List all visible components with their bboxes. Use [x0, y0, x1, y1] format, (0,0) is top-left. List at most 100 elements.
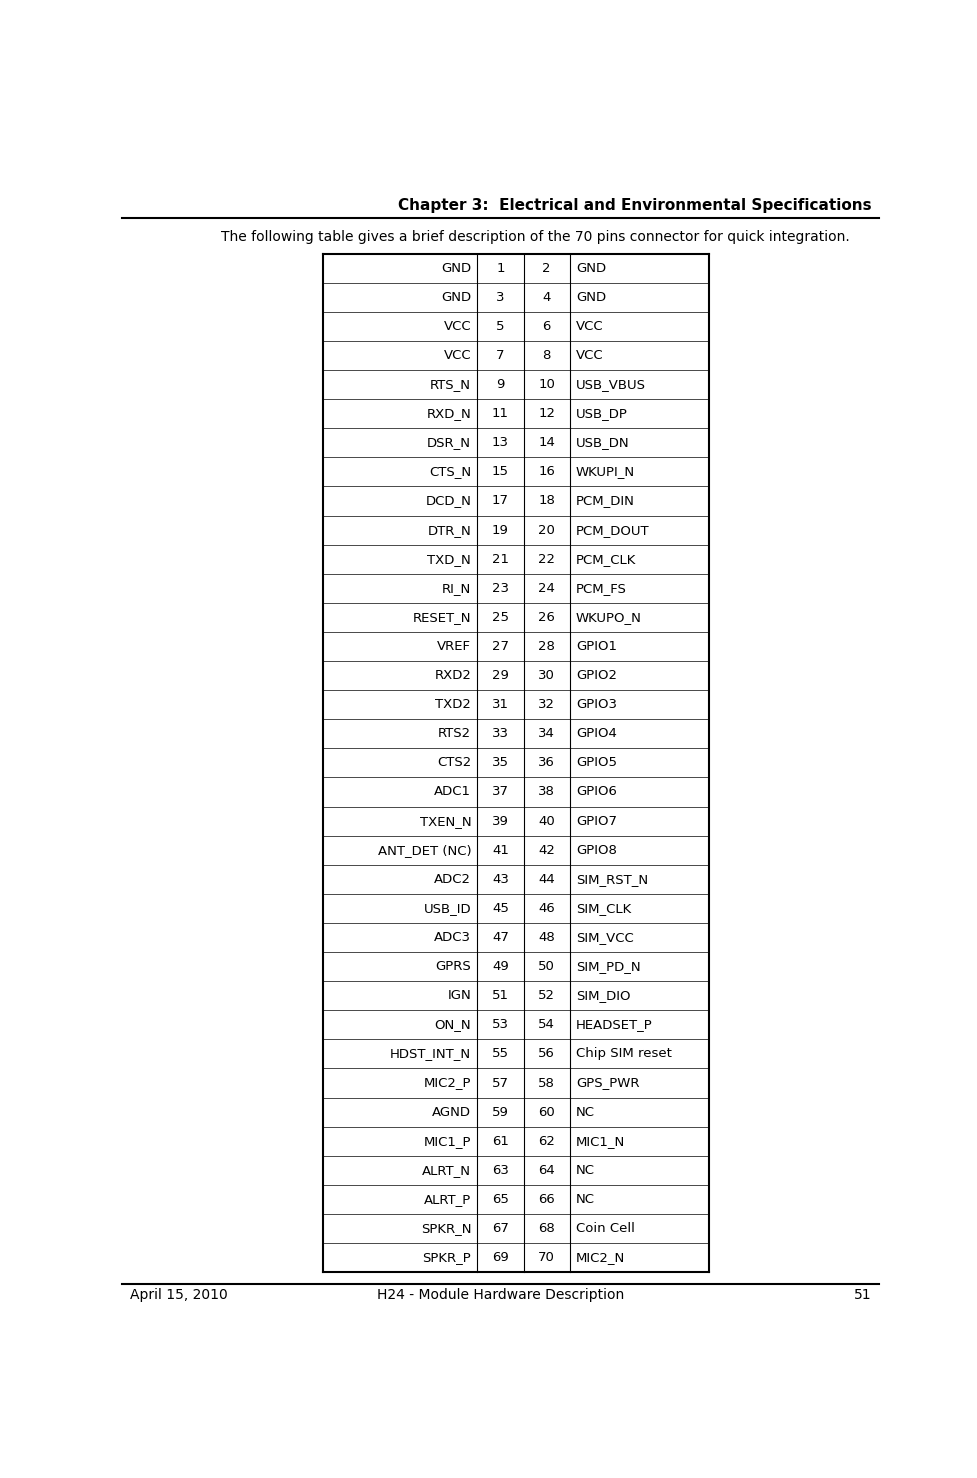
Text: 44: 44 — [538, 873, 555, 885]
Text: RI_N: RI_N — [442, 582, 471, 594]
Text: TXD_N: TXD_N — [427, 553, 471, 566]
Text: 61: 61 — [492, 1135, 509, 1148]
Text: 8: 8 — [542, 349, 551, 362]
Text: 16: 16 — [538, 466, 555, 479]
Text: 43: 43 — [492, 873, 509, 885]
Text: GPIO4: GPIO4 — [576, 727, 616, 740]
Text: 70: 70 — [538, 1250, 555, 1264]
Text: VCC: VCC — [444, 319, 471, 333]
Text: 15: 15 — [491, 466, 509, 479]
Text: 52: 52 — [538, 989, 555, 1002]
Text: 23: 23 — [491, 582, 509, 594]
Text: 12: 12 — [538, 406, 555, 420]
Text: 9: 9 — [496, 378, 504, 392]
Text: PCM_CLK: PCM_CLK — [576, 553, 636, 566]
Text: ALRT_P: ALRT_P — [424, 1193, 471, 1206]
Text: Chip SIM reset: Chip SIM reset — [576, 1048, 672, 1060]
Text: 3: 3 — [496, 291, 505, 304]
Text: RTS2: RTS2 — [438, 727, 471, 740]
Text: DTR_N: DTR_N — [427, 523, 471, 537]
Text: 51: 51 — [854, 1287, 871, 1302]
Text: AGND: AGND — [432, 1106, 471, 1119]
Text: GPIO3: GPIO3 — [576, 698, 617, 711]
Text: NC: NC — [576, 1193, 595, 1206]
Text: ON_N: ON_N — [435, 1018, 471, 1032]
Text: MIC1_N: MIC1_N — [576, 1135, 625, 1148]
Text: 58: 58 — [538, 1076, 555, 1089]
Text: TXEN_N: TXEN_N — [419, 814, 471, 828]
Text: PCM_FS: PCM_FS — [576, 582, 627, 594]
Text: 21: 21 — [491, 553, 509, 566]
Text: SIM_RST_N: SIM_RST_N — [576, 873, 648, 885]
Text: 37: 37 — [491, 785, 509, 798]
Text: GND: GND — [441, 262, 471, 275]
Text: HDST_INT_N: HDST_INT_N — [390, 1048, 471, 1060]
Text: The following table gives a brief description of the 70 pins connector for quick: The following table gives a brief descri… — [221, 229, 849, 244]
Text: USB_VBUS: USB_VBUS — [576, 378, 646, 392]
Text: Coin Cell: Coin Cell — [576, 1222, 635, 1236]
Text: 10: 10 — [538, 378, 555, 392]
Text: 25: 25 — [491, 610, 509, 624]
Text: 67: 67 — [492, 1222, 509, 1236]
Text: 38: 38 — [538, 785, 555, 798]
Text: 48: 48 — [538, 931, 555, 944]
Text: SPKR_N: SPKR_N — [421, 1222, 471, 1236]
Text: 29: 29 — [492, 670, 509, 681]
Text: SIM_VCC: SIM_VCC — [576, 931, 634, 944]
Text: 1: 1 — [496, 262, 505, 275]
Text: VCC: VCC — [444, 349, 471, 362]
Text: 46: 46 — [538, 902, 555, 915]
Text: 40: 40 — [538, 814, 555, 828]
Text: MIC2_N: MIC2_N — [576, 1250, 625, 1264]
Text: GPIO8: GPIO8 — [576, 844, 616, 857]
Text: NC: NC — [576, 1163, 595, 1176]
Text: 47: 47 — [492, 931, 509, 944]
Text: USB_DP: USB_DP — [576, 406, 628, 420]
Text: 28: 28 — [538, 640, 555, 653]
Text: RTS_N: RTS_N — [430, 378, 471, 392]
Text: VCC: VCC — [576, 349, 604, 362]
Text: 65: 65 — [492, 1193, 509, 1206]
Text: ADC2: ADC2 — [434, 873, 471, 885]
Text: 54: 54 — [538, 1018, 555, 1032]
Text: Chapter 3:  Electrical and Environmental Specifications: Chapter 3: Electrical and Environmental … — [398, 198, 871, 213]
Text: DSR_N: DSR_N — [427, 436, 471, 449]
Text: 33: 33 — [491, 727, 509, 740]
Text: ADC3: ADC3 — [434, 931, 471, 944]
Text: 24: 24 — [538, 582, 555, 594]
Text: SIM_PD_N: SIM_PD_N — [576, 961, 641, 973]
Text: SIM_CLK: SIM_CLK — [576, 902, 631, 915]
Text: USB_ID: USB_ID — [424, 902, 471, 915]
Text: GPIO7: GPIO7 — [576, 814, 617, 828]
Text: 20: 20 — [538, 523, 555, 537]
Text: 18: 18 — [538, 495, 555, 507]
Text: 27: 27 — [491, 640, 509, 653]
Text: GPIO5: GPIO5 — [576, 757, 617, 770]
Text: 32: 32 — [538, 698, 555, 711]
Text: 2: 2 — [542, 262, 551, 275]
Text: 69: 69 — [492, 1250, 509, 1264]
Text: GPS_PWR: GPS_PWR — [576, 1076, 640, 1089]
Text: 57: 57 — [491, 1076, 509, 1089]
Text: 7: 7 — [496, 349, 505, 362]
Text: PCM_DIN: PCM_DIN — [576, 495, 635, 507]
Text: MIC2_P: MIC2_P — [424, 1076, 471, 1089]
Text: GND: GND — [576, 262, 606, 275]
Text: WKUPO_N: WKUPO_N — [576, 610, 642, 624]
Text: 62: 62 — [538, 1135, 555, 1148]
Text: HEADSET_P: HEADSET_P — [576, 1018, 653, 1032]
Text: SIM_DIO: SIM_DIO — [576, 989, 630, 1002]
Text: GPIO2: GPIO2 — [576, 670, 617, 681]
Text: DCD_N: DCD_N — [425, 495, 471, 507]
Text: 17: 17 — [491, 495, 509, 507]
Text: GPIO6: GPIO6 — [576, 785, 616, 798]
Text: MIC1_P: MIC1_P — [424, 1135, 471, 1148]
Text: 35: 35 — [491, 757, 509, 770]
Text: H24 - Module Hardware Description: H24 - Module Hardware Description — [377, 1287, 624, 1302]
Text: VCC: VCC — [576, 319, 604, 333]
Text: RESET_N: RESET_N — [412, 610, 471, 624]
Text: 30: 30 — [538, 670, 555, 681]
Text: 64: 64 — [538, 1163, 555, 1176]
Text: 11: 11 — [491, 406, 509, 420]
Text: 22: 22 — [538, 553, 555, 566]
